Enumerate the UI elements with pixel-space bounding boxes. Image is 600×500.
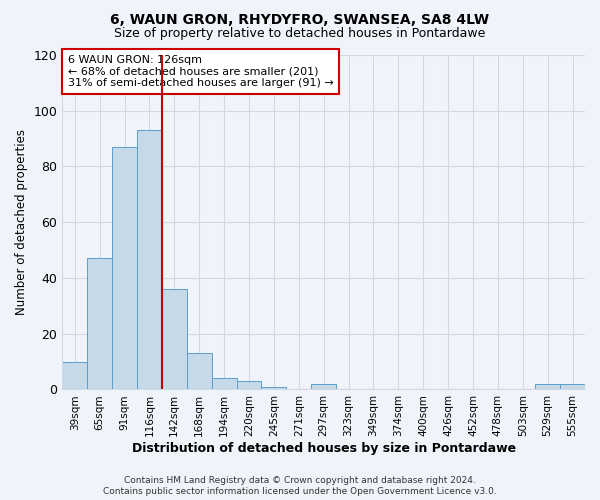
Bar [212, 378, 236, 390]
Text: 6, WAUN GRON, RHYDYFRO, SWANSEA, SA8 4LW: 6, WAUN GRON, RHYDYFRO, SWANSEA, SA8 4LW [110, 12, 490, 26]
Bar [560, 384, 585, 390]
Bar [187, 353, 212, 390]
Y-axis label: Number of detached properties: Number of detached properties [15, 129, 28, 315]
Bar [311, 384, 336, 390]
Text: Size of property relative to detached houses in Pontardawe: Size of property relative to detached ho… [115, 28, 485, 40]
Text: 6 WAUN GRON: 126sqm
← 68% of detached houses are smaller (201)
31% of semi-detac: 6 WAUN GRON: 126sqm ← 68% of detached ho… [68, 55, 333, 88]
Bar [62, 362, 87, 390]
Bar [236, 381, 262, 390]
Text: Contains public sector information licensed under the Open Government Licence v3: Contains public sector information licen… [103, 487, 497, 496]
Bar [112, 147, 137, 390]
Bar [262, 386, 286, 390]
Bar [137, 130, 162, 390]
Bar [162, 289, 187, 390]
X-axis label: Distribution of detached houses by size in Pontardawe: Distribution of detached houses by size … [131, 442, 516, 455]
Bar [535, 384, 560, 390]
Bar [87, 258, 112, 390]
Text: Contains HM Land Registry data © Crown copyright and database right 2024.: Contains HM Land Registry data © Crown c… [124, 476, 476, 485]
